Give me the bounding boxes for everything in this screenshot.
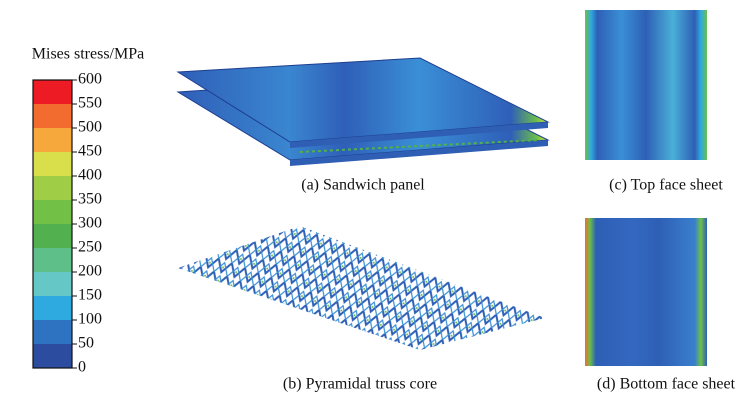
tick-label: 0	[78, 359, 86, 376]
figure: Mises stress/MPa 60055050045040035030025…	[0, 0, 751, 401]
tick-label: 50	[78, 335, 94, 352]
color-band	[33, 344, 72, 368]
tick-label: 250	[78, 239, 102, 256]
tick-label: 150	[78, 287, 102, 304]
legend-title: Mises stress/MPa	[32, 46, 144, 63]
tick-label: 450	[78, 143, 102, 160]
color-band	[33, 224, 72, 248]
bottom-face-image	[585, 218, 707, 366]
color-band	[33, 104, 72, 128]
color-band	[33, 152, 72, 176]
tick-label: 100	[78, 311, 102, 328]
sandwich-panel-image	[178, 58, 548, 166]
tick-label: 600	[78, 71, 102, 88]
tick-label: 400	[78, 167, 102, 184]
caption: (a) Sandwich panel	[301, 177, 425, 194]
color-band	[33, 320, 72, 344]
color-band	[33, 272, 72, 296]
tick-label: 300	[78, 215, 102, 232]
color-band	[33, 296, 72, 320]
tick-label: 500	[78, 119, 102, 136]
top-face-image	[585, 10, 707, 160]
tick-label: 200	[78, 263, 102, 280]
color-band	[33, 128, 72, 152]
tick-label: 550	[78, 95, 102, 112]
color-band	[33, 200, 72, 224]
truss-core-image	[178, 226, 545, 350]
caption: (c) Top face sheet	[609, 177, 723, 194]
color-band	[33, 176, 72, 200]
page: Mises stress/MPa 60055050045040035030025…	[0, 0, 751, 406]
caption: (d) Bottom face sheet	[597, 376, 736, 393]
color-band	[33, 248, 72, 272]
tick-label: 350	[78, 191, 102, 208]
caption: (b) Pyramidal truss core	[283, 376, 437, 393]
color-band	[33, 80, 72, 104]
